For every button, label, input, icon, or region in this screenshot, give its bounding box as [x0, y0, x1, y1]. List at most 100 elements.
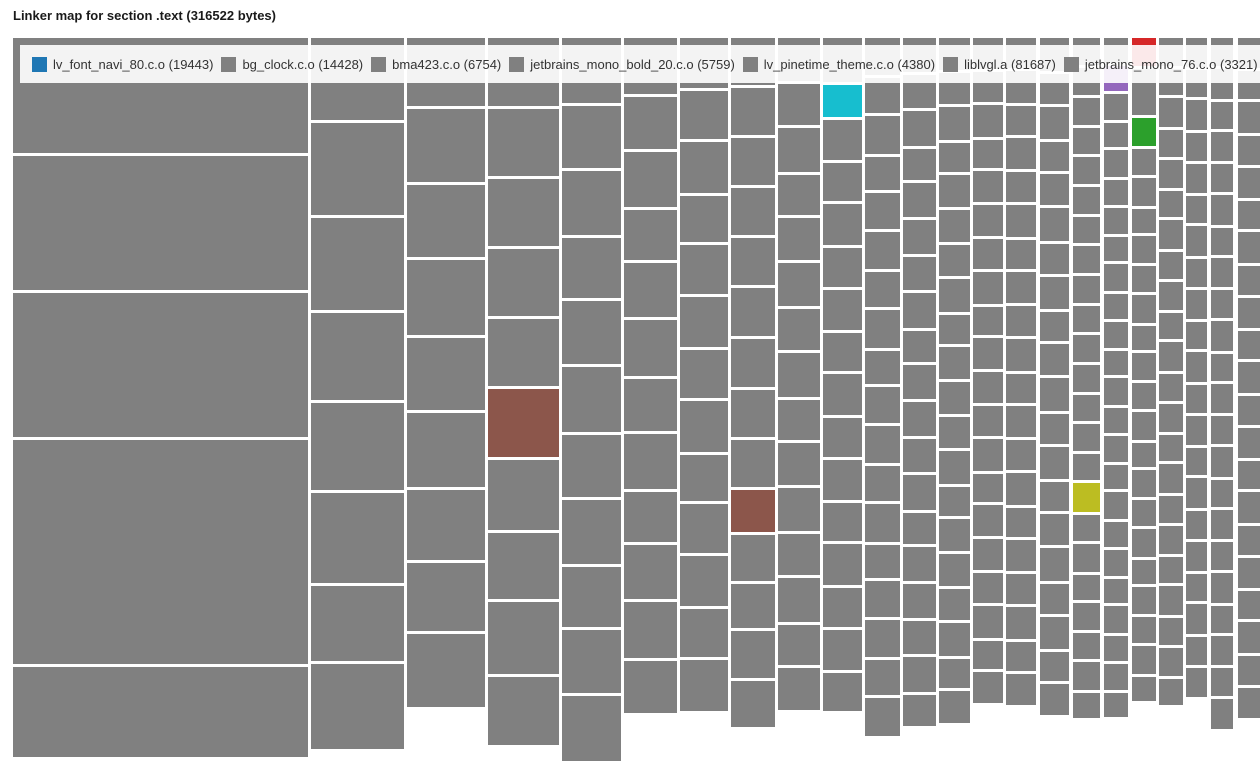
treemap-cell[interactable] [562, 367, 621, 432]
treemap-cell[interactable] [1132, 646, 1156, 674]
treemap-cell[interactable] [1104, 294, 1128, 319]
treemap-cell[interactable] [407, 563, 485, 631]
treemap-cell[interactable] [1132, 587, 1156, 614]
legend-item[interactable]: liblvgl.a (81687) [943, 56, 1056, 72]
treemap-cell[interactable] [778, 488, 820, 531]
treemap-cell[interactable] [731, 288, 775, 336]
treemap-cell[interactable] [562, 630, 621, 693]
treemap-cell[interactable] [311, 664, 404, 749]
legend-item[interactable]: jetbrains_mono_76.c.o (3321) [1063, 56, 1258, 72]
treemap-cell[interactable] [903, 657, 936, 692]
treemap-cell[interactable] [865, 387, 900, 423]
treemap-cell[interactable] [865, 272, 900, 307]
treemap-cell[interactable] [731, 440, 775, 487]
treemap-cell[interactable] [1104, 150, 1128, 177]
treemap-cell[interactable] [1073, 157, 1100, 184]
treemap-cell[interactable] [939, 451, 970, 484]
treemap-cell[interactable] [1186, 290, 1207, 319]
treemap-cell[interactable] [1073, 575, 1100, 600]
treemap-cell[interactable] [865, 310, 900, 348]
treemap-cell[interactable] [624, 320, 677, 376]
treemap-cell[interactable] [939, 589, 970, 620]
treemap-cell[interactable] [13, 293, 308, 437]
treemap-cell-brown[interactable] [731, 490, 775, 532]
treemap-cell[interactable] [939, 107, 970, 140]
treemap-cell[interactable] [1104, 378, 1128, 405]
treemap-cell[interactable] [1159, 98, 1183, 127]
treemap-cell[interactable] [1104, 579, 1128, 603]
treemap-cell[interactable] [1040, 174, 1069, 205]
treemap-cell[interactable] [1132, 560, 1156, 584]
treemap-cell[interactable] [939, 279, 970, 312]
treemap-cell[interactable] [488, 677, 559, 745]
treemap-cell[interactable] [1159, 648, 1183, 676]
treemap-cell[interactable] [823, 460, 862, 500]
legend-item[interactable]: lv_font_navi_80.c.o (19443) [32, 56, 213, 72]
treemap-cell-green[interactable] [1132, 118, 1156, 146]
treemap-cell[interactable] [1238, 461, 1260, 489]
treemap-cell[interactable] [1159, 404, 1183, 432]
treemap-cell[interactable] [1073, 98, 1100, 125]
treemap-cell[interactable] [973, 539, 1003, 570]
treemap-cell[interactable] [823, 503, 862, 541]
treemap-cell[interactable] [1104, 94, 1128, 120]
treemap-cell[interactable] [311, 123, 404, 215]
treemap-cell[interactable] [1104, 522, 1128, 547]
treemap-cell[interactable] [1159, 160, 1183, 188]
treemap-cell[interactable] [680, 401, 728, 452]
legend-item[interactable]: jetbrains_mono_bold_20.c.o (5759) [509, 56, 735, 72]
treemap-cell[interactable] [407, 490, 485, 560]
treemap-cell[interactable] [624, 545, 677, 599]
treemap-cell[interactable] [680, 609, 728, 657]
treemap-cell[interactable] [939, 245, 970, 276]
treemap-cell[interactable] [1186, 448, 1207, 475]
treemap-cell[interactable] [1159, 374, 1183, 401]
treemap-cell[interactable] [973, 239, 1003, 269]
treemap-cell[interactable] [1006, 138, 1036, 169]
treemap-cell[interactable] [1159, 464, 1183, 493]
treemap-cell[interactable] [680, 245, 728, 294]
treemap-cell[interactable] [1132, 617, 1156, 643]
treemap-cell[interactable] [488, 602, 559, 674]
treemap-cell[interactable] [624, 263, 677, 317]
treemap-cell[interactable] [1211, 668, 1233, 696]
treemap-cell[interactable] [865, 581, 900, 617]
treemap-cell[interactable] [823, 374, 862, 415]
treemap-cell[interactable] [488, 179, 559, 246]
treemap-cell[interactable] [1040, 482, 1069, 511]
treemap-cell[interactable] [1073, 365, 1100, 392]
treemap-cell[interactable] [731, 584, 775, 628]
treemap-cell[interactable] [1186, 352, 1207, 382]
treemap-cell[interactable] [1040, 617, 1069, 649]
treemap-cell[interactable] [488, 249, 559, 316]
treemap-cell[interactable] [1159, 557, 1183, 583]
treemap-cell[interactable] [1073, 693, 1100, 718]
treemap-cell[interactable] [624, 379, 677, 431]
treemap-cell[interactable] [1006, 374, 1036, 403]
treemap-cell[interactable] [680, 350, 728, 398]
treemap-cell[interactable] [939, 659, 970, 688]
treemap-cell[interactable] [973, 338, 1003, 369]
treemap-cell[interactable] [903, 584, 936, 618]
treemap-cell[interactable] [1238, 396, 1260, 425]
treemap-cell[interactable] [488, 460, 559, 530]
treemap-cell[interactable] [624, 661, 677, 713]
treemap-cell[interactable] [1159, 679, 1183, 705]
treemap-cell[interactable] [1104, 237, 1128, 261]
treemap-cell[interactable] [731, 390, 775, 437]
treemap-cell[interactable] [973, 672, 1003, 703]
treemap-cell[interactable] [1040, 378, 1069, 411]
treemap-cell[interactable] [1040, 277, 1069, 309]
treemap-cell[interactable] [939, 487, 970, 516]
treemap-cell[interactable] [1132, 443, 1156, 467]
treemap-cell[interactable] [823, 630, 862, 670]
treemap-cell[interactable] [778, 263, 820, 306]
treemap-cell[interactable] [1211, 164, 1233, 192]
treemap-cell[interactable] [1238, 688, 1260, 718]
treemap-cell[interactable] [903, 111, 936, 146]
treemap-cell[interactable] [903, 149, 936, 180]
treemap-cell[interactable] [903, 439, 936, 472]
treemap-cell[interactable] [865, 157, 900, 190]
treemap-cell[interactable] [1006, 540, 1036, 571]
treemap-cell[interactable] [1238, 558, 1260, 588]
